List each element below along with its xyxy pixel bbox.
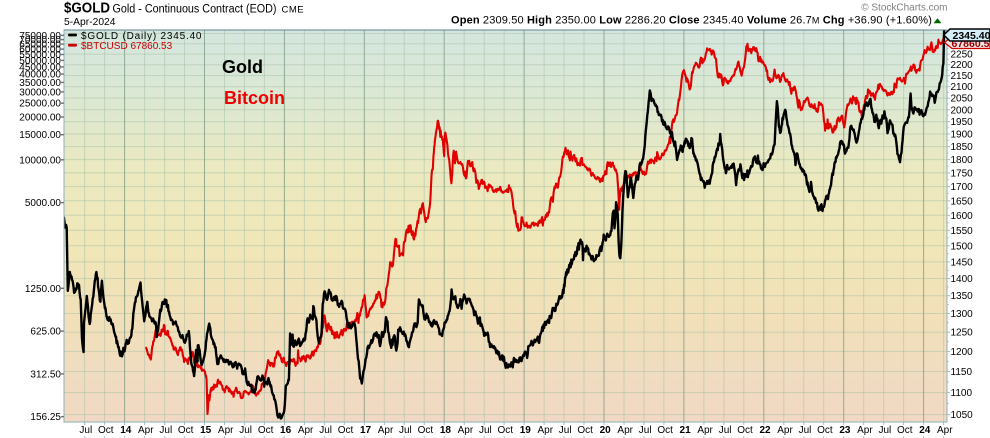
svg-text:16: 16 [280, 425, 292, 436]
svg-text:Oct: Oct [897, 425, 913, 436]
svg-text:Apr: Apr [857, 425, 873, 436]
svg-text:2150: 2150 [951, 71, 974, 82]
svg-text:Oct: Oct [178, 425, 194, 436]
svg-text:18: 18 [440, 425, 452, 436]
svg-text:1250: 1250 [951, 328, 974, 339]
svg-text:1250.00: 1250.00 [25, 284, 62, 295]
svg-text:Jul: Jul [799, 425, 812, 436]
svg-text:Open 2309.50 High 2350.00 Low: Open 2309.50 High 2350.00 Low 2286.20 Cl… [451, 15, 932, 27]
svg-text:Jul: Jul [159, 425, 172, 436]
svg-text:© StockCharts.com: © StockCharts.com [861, 3, 947, 14]
svg-text:Jul: Jul [239, 425, 252, 436]
svg-text:40000.00: 40000.00 [19, 70, 61, 81]
svg-text:1850: 1850 [951, 142, 974, 153]
svg-text:Jul: Jul [639, 425, 652, 436]
svg-text:Apr: Apr [538, 425, 554, 436]
svg-text:14: 14 [120, 425, 132, 436]
svg-text:20000.00: 20000.00 [19, 113, 61, 124]
svg-text:23: 23 [839, 425, 851, 436]
svg-text:25000.00: 25000.00 [19, 99, 61, 110]
svg-text:Apr: Apr [617, 425, 633, 436]
svg-text:19: 19 [520, 425, 532, 436]
svg-text:Jul: Jul [559, 425, 572, 436]
svg-text:Gold: Gold [222, 57, 263, 77]
svg-text:22: 22 [759, 425, 771, 436]
svg-text:Oct: Oct [577, 425, 593, 436]
svg-text:20: 20 [600, 425, 612, 436]
svg-text:Jul: Jul [399, 425, 412, 436]
svg-text:15000.00: 15000.00 [19, 130, 61, 141]
svg-text:1750: 1750 [951, 168, 974, 179]
svg-text:2100: 2100 [951, 82, 974, 93]
svg-text:Oct: Oct [817, 425, 833, 436]
svg-text:65000.00: 65000.00 [19, 40, 61, 51]
svg-text:1650: 1650 [951, 196, 974, 207]
svg-text:2250: 2250 [951, 50, 974, 61]
svg-text:Oct: Oct [338, 425, 354, 436]
svg-text:Apr: Apr [218, 425, 234, 436]
svg-text:2200: 2200 [951, 60, 974, 71]
svg-text:Oct: Oct [258, 425, 274, 436]
svg-text:1100: 1100 [951, 388, 973, 399]
svg-text:Oct: Oct [737, 425, 753, 436]
svg-text:1400: 1400 [951, 274, 974, 285]
svg-text:60000.00: 60000.00 [19, 45, 61, 56]
svg-text:75000.00: 75000.00 [19, 31, 61, 42]
svg-text:1050: 1050 [951, 410, 974, 421]
svg-text:Bitcoin: Bitcoin [224, 88, 285, 108]
svg-text:1200: 1200 [951, 347, 974, 358]
svg-text:70000.00: 70000.00 [19, 35, 61, 46]
svg-text:Apr: Apr [378, 425, 394, 436]
svg-text:2345.40: 2345.40 [953, 30, 990, 42]
svg-text:Jul: Jul [479, 425, 492, 436]
svg-text:Oct: Oct [418, 425, 434, 436]
svg-text:1150: 1150 [951, 367, 973, 378]
svg-text:2000: 2000 [951, 105, 974, 116]
svg-text:1550: 1550 [951, 226, 974, 237]
svg-text:2050: 2050 [951, 94, 974, 105]
svg-text:Apr: Apr [458, 425, 474, 436]
svg-text:21: 21 [680, 425, 692, 436]
svg-text:625.00: 625.00 [30, 327, 61, 338]
svg-text:5-Apr-2024: 5-Apr-2024 [64, 17, 116, 28]
svg-text:$GOLD (Daily) 2345.40: $GOLD (Daily) 2345.40 [81, 31, 202, 42]
svg-text:Apr: Apr [937, 425, 953, 436]
svg-text:17: 17 [360, 425, 372, 436]
svg-text:24: 24 [919, 425, 931, 436]
svg-text:156.25: 156.25 [30, 412, 61, 423]
svg-text:Jul: Jul [879, 425, 892, 436]
svg-text:1900: 1900 [951, 130, 974, 141]
svg-text:10000.00: 10000.00 [19, 155, 61, 166]
svg-text:Oct: Oct [498, 425, 514, 436]
svg-text:1350: 1350 [951, 291, 974, 302]
svg-text:Apr: Apr [777, 425, 793, 436]
svg-text:1700: 1700 [951, 182, 974, 193]
svg-text:Jul: Jul [319, 425, 332, 436]
svg-text:CME: CME [282, 5, 305, 16]
svg-text:15: 15 [200, 425, 212, 436]
svg-text:Gold - Continuous Contract (EO: Gold - Continuous Contract (EOD) [113, 4, 277, 16]
svg-text:1300: 1300 [951, 309, 974, 320]
svg-text:35000.00: 35000.00 [19, 78, 61, 89]
svg-text:1500: 1500 [951, 241, 974, 252]
svg-text:Apr: Apr [697, 425, 713, 436]
svg-text:50000.00: 50000.00 [19, 56, 61, 67]
svg-text:1600: 1600 [951, 211, 974, 222]
svg-text:Jul: Jul [79, 425, 92, 436]
svg-text:312.50: 312.50 [30, 369, 61, 380]
svg-text:Oct: Oct [98, 425, 114, 436]
svg-text:Jul: Jul [719, 425, 732, 436]
svg-text:Apr: Apr [298, 425, 314, 436]
svg-text:$BTCUSD 67860.53: $BTCUSD 67860.53 [81, 41, 173, 52]
svg-text:55000.00: 55000.00 [19, 50, 61, 61]
svg-text:Oct: Oct [657, 425, 673, 436]
svg-text:1800: 1800 [951, 155, 974, 166]
svg-text:1450: 1450 [951, 257, 974, 268]
svg-text:30000.00: 30000.00 [19, 87, 61, 98]
svg-text:Apr: Apr [138, 425, 154, 436]
svg-text:$GOLD: $GOLD [64, 1, 110, 17]
svg-text:5000.00: 5000.00 [25, 198, 62, 209]
svg-text:1950: 1950 [951, 117, 974, 128]
svg-text:45000.00: 45000.00 [19, 62, 61, 73]
